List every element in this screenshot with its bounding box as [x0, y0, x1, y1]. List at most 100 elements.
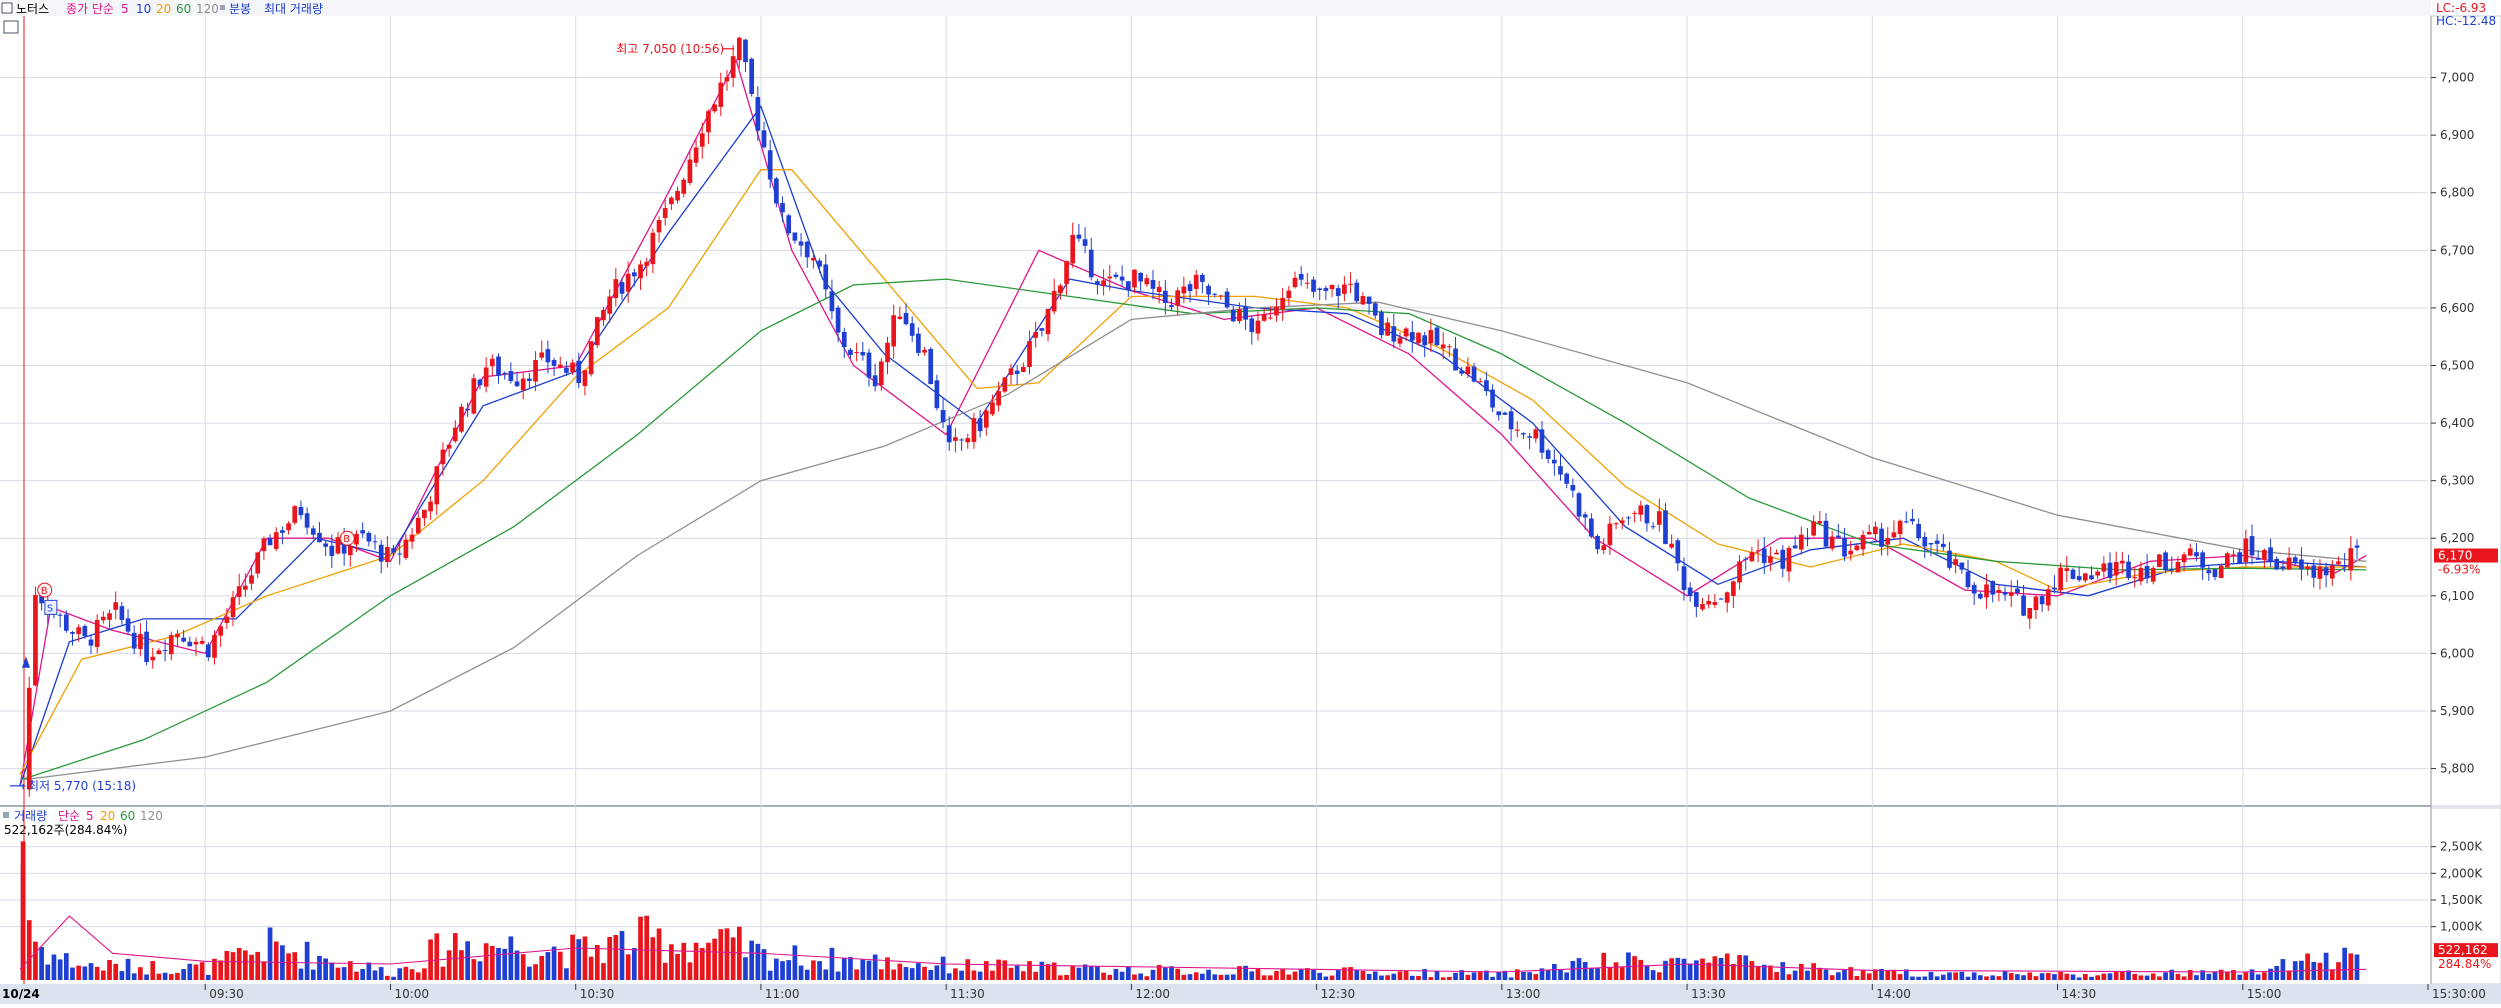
candle-body — [1965, 571, 1971, 588]
volume-bar — [440, 966, 446, 980]
candle-body — [909, 323, 915, 336]
volume-bar — [576, 939, 582, 980]
candle-body — [2157, 554, 2162, 568]
candle-body — [2286, 557, 2292, 570]
volume-bar — [1372, 971, 1378, 980]
volume-bar — [1768, 965, 1773, 980]
volume-bar — [2052, 974, 2057, 980]
candle-body — [465, 408, 470, 411]
volume-ma-5[interactable]: 5 — [86, 809, 94, 823]
candle-body — [1829, 536, 1835, 549]
volume-bar — [1132, 974, 1137, 980]
candle-body — [1551, 459, 1557, 464]
candle-body — [1416, 332, 1421, 344]
ma-period-120[interactable]: 120 — [196, 2, 219, 16]
volume-bar — [1632, 956, 1637, 980]
volume-bar — [1836, 972, 1841, 980]
volume-bar — [1138, 973, 1143, 980]
candle-body — [1237, 308, 1242, 322]
volume-bar — [656, 928, 662, 980]
candle-body — [1459, 370, 1465, 374]
candle-body — [1990, 581, 1996, 595]
candle-body — [187, 641, 193, 647]
price-axis-panel[interactable] — [2430, 15, 2501, 807]
volume-bar — [693, 942, 699, 980]
candle-body — [2224, 553, 2230, 568]
volume-bar — [2045, 972, 2051, 980]
volume-bar — [378, 967, 384, 980]
volume-tag-box — [2434, 943, 2498, 958]
volume-bar — [1755, 966, 1761, 980]
volume-bar — [341, 967, 347, 980]
volume-bar — [1786, 974, 1792, 980]
volume-bar — [1243, 965, 1248, 980]
candle-body — [1082, 239, 1088, 246]
volume-bar — [2194, 975, 2199, 980]
candle-body — [1329, 284, 1335, 290]
candle-body — [1132, 269, 1137, 288]
volume-bar — [1496, 972, 1502, 980]
candle-body — [1675, 540, 1681, 564]
volume-bar — [1910, 976, 1915, 980]
sell-signal-marker — [44, 599, 58, 615]
candle-body — [1582, 514, 1588, 518]
ma-period-60[interactable]: 60 — [176, 2, 191, 16]
volume-bar — [1663, 960, 1668, 980]
volume-ma-60[interactable]: 60 — [120, 809, 135, 823]
time-tick-label: 11:30 — [950, 987, 985, 1001]
volume-bar — [125, 958, 131, 980]
candle-body — [983, 410, 989, 428]
volume-header-marker — [3, 812, 9, 818]
volume-bar — [607, 936, 612, 980]
volume-bar — [743, 957, 748, 980]
volume-bar — [187, 963, 193, 980]
volume-ma-20[interactable]: 20 — [100, 809, 115, 823]
ma-period-5[interactable]: 5 — [121, 2, 129, 16]
chart-unit-label[interactable]: 분봉 — [229, 2, 251, 16]
candle-body — [1317, 288, 1323, 291]
volume-ma-120[interactable]: 120 — [140, 809, 163, 823]
max-volume-label[interactable]: 최대 거래량 — [264, 2, 323, 16]
volume-bar — [483, 943, 489, 980]
candle-body — [1267, 317, 1273, 319]
candle-body — [144, 631, 149, 663]
candle-body — [1823, 520, 1829, 547]
volume-bar — [644, 915, 650, 980]
candle-body — [1366, 296, 1372, 304]
candle-body — [2255, 557, 2261, 560]
volume-tick-label: 2,500K — [2440, 840, 2483, 854]
volume-bar — [1805, 970, 1810, 980]
volume-bar — [2200, 970, 2205, 980]
candle-body — [1613, 523, 1619, 525]
candle-body — [730, 56, 736, 78]
volume-bar — [1193, 972, 1199, 980]
candle-body — [2274, 558, 2280, 570]
candle-body — [1447, 346, 1452, 348]
settings-square-icon[interactable] — [1, 2, 13, 14]
buy-signal-label: B — [343, 534, 350, 545]
candle-body — [1947, 550, 1952, 568]
toolbar-grid-icon[interactable] — [3, 20, 19, 34]
volume-bar — [922, 966, 927, 980]
candle-body — [1940, 543, 1946, 548]
volume-bar — [2039, 973, 2045, 980]
volume-bar — [1681, 958, 1687, 980]
candle-body — [681, 179, 687, 194]
candle-body — [1650, 526, 1656, 528]
volume-bar — [1329, 975, 1335, 980]
volume-bar — [1039, 961, 1045, 980]
volume-bar — [1200, 973, 1205, 980]
ma-period-20[interactable]: 20 — [156, 2, 171, 16]
candle-body — [249, 575, 254, 584]
ma-period-10[interactable]: 10 — [136, 2, 151, 16]
volume-bar — [1866, 973, 1872, 980]
candle-body — [1706, 600, 1712, 605]
volume-bar — [755, 943, 761, 980]
volume-bar — [230, 952, 236, 980]
candle-body — [613, 279, 619, 299]
volume-bar — [2286, 970, 2292, 980]
candle-body — [1953, 559, 1959, 566]
candle-body — [335, 537, 341, 554]
volume-tag-pct: 284.84% — [2438, 957, 2491, 971]
